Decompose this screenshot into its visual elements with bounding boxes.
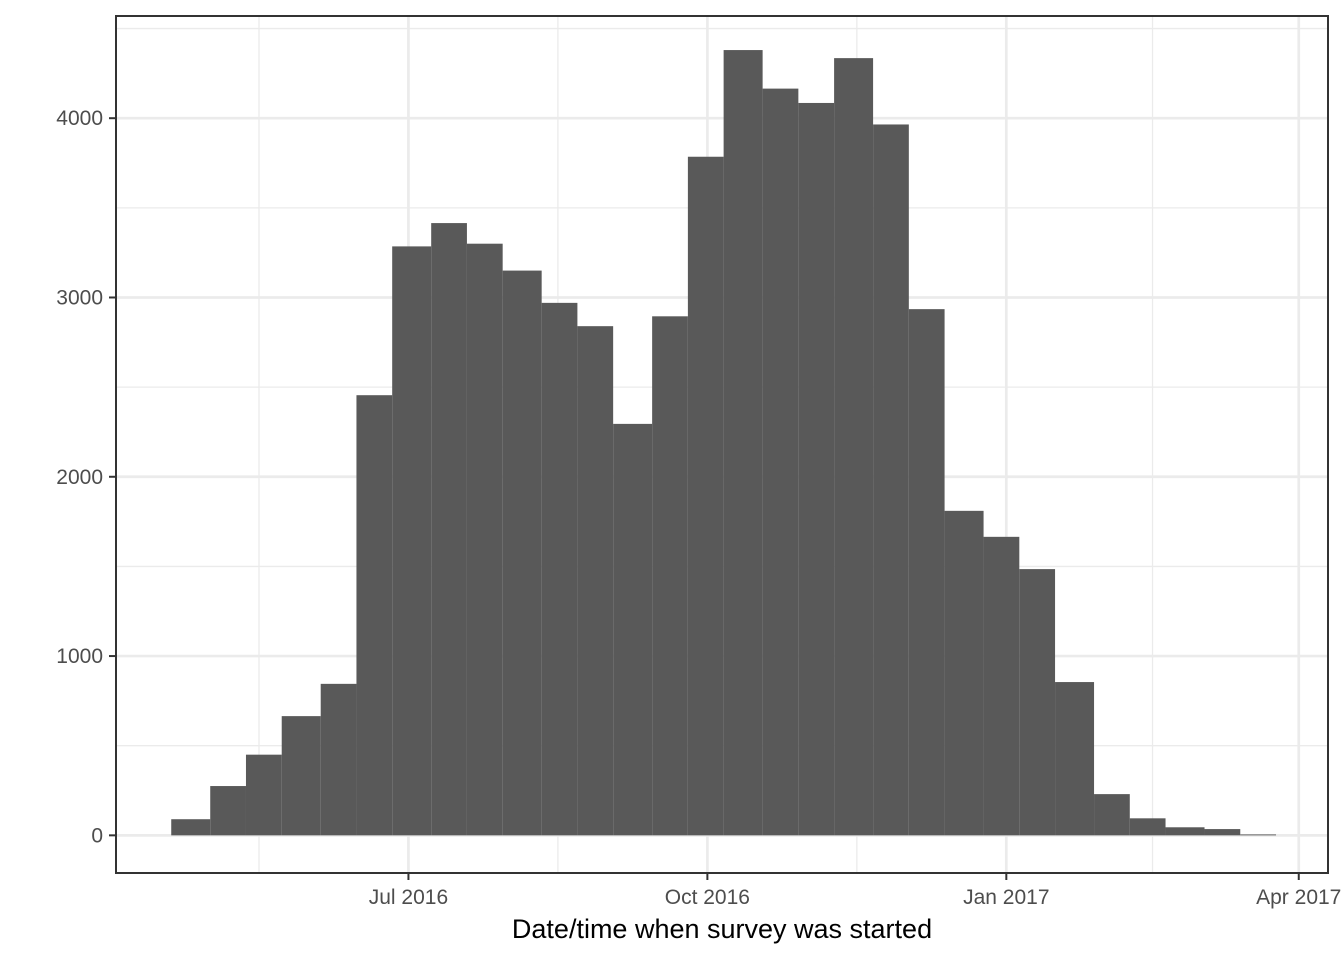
x-tick-label: Apr 2017 (1256, 886, 1341, 909)
y-tick-label: 2000 (56, 466, 103, 489)
histogram-bar (834, 58, 874, 836)
y-tick-label: 0 (91, 824, 103, 847)
histogram-bar (1240, 834, 1277, 836)
y-axis: 0 1000 2000 3000 4000 (56, 107, 116, 847)
histogram-bar (356, 395, 393, 836)
histogram-bar (171, 819, 211, 836)
histogram-bar (320, 683, 357, 836)
histogram-bar (873, 124, 909, 836)
histogram-bar (1019, 569, 1056, 836)
histogram-bar (1129, 818, 1166, 836)
histogram-bar (1055, 682, 1095, 836)
y-tick-label: 4000 (56, 107, 103, 130)
histogram-bar (1094, 794, 1130, 836)
x-tick-label: Oct 2016 (665, 886, 750, 909)
y-tick-label: 1000 (56, 645, 103, 668)
histogram-bar (392, 246, 432, 836)
histogram-bar (281, 716, 321, 836)
histogram-bar (983, 536, 1020, 836)
histogram-bar (431, 223, 467, 836)
histogram-bar (652, 316, 688, 836)
histogram-bar (798, 102, 835, 836)
histogram-bar (466, 243, 503, 836)
histogram-bars (171, 50, 1277, 836)
histogram-bar (502, 270, 542, 836)
histogram-bar (944, 510, 984, 836)
histogram-bar (577, 326, 614, 836)
histogram-bar (908, 309, 945, 836)
x-axis-title: Date/time when survey was started (512, 914, 932, 944)
histogram-bar (613, 423, 653, 836)
histogram-bar (1204, 829, 1241, 836)
histogram-bar (245, 754, 282, 836)
x-axis: Jul 2016 Oct 2016 Jan 2017 Apr 2017 (369, 873, 1341, 909)
panel-border (115, 15, 1329, 874)
histogram-bar (687, 156, 724, 836)
histogram-bar (541, 302, 578, 836)
histogram-bar (210, 786, 246, 836)
x-tick-label: Jan 2017 (963, 886, 1049, 909)
histogram-bar (762, 88, 799, 836)
x-tick-label: Jul 2016 (369, 886, 448, 909)
histogram-bar (723, 50, 763, 836)
histogram-bar (1165, 827, 1205, 836)
y-tick-label: 3000 (56, 286, 103, 309)
